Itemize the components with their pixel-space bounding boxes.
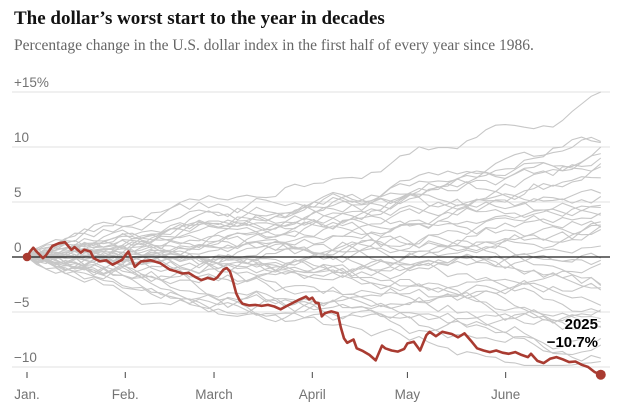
- history-line-2007: [26, 234, 602, 285]
- x-axis-label: April: [299, 387, 326, 402]
- x-axis-label: May: [395, 387, 421, 402]
- series-end-dot: [595, 369, 606, 380]
- highlight-value-label: −10.7%: [546, 334, 598, 351]
- history-line-1995: [26, 256, 601, 366]
- history-line-2016: [26, 218, 602, 287]
- history-line-1987: [26, 253, 601, 335]
- y-axis-label: +15%: [14, 75, 49, 90]
- history-line-2019: [26, 252, 602, 285]
- x-axis-label: June: [491, 387, 520, 402]
- history-line-2015: [26, 189, 601, 258]
- history-line-2022: [26, 153, 601, 258]
- x-axis-label: Feb.: [112, 387, 139, 402]
- history-line-2005: [26, 146, 602, 258]
- y-axis-label: 10: [14, 130, 29, 145]
- y-axis-label: 0: [14, 240, 22, 255]
- x-axis-label: Jan.: [14, 387, 40, 402]
- history-line-1992: [26, 247, 602, 306]
- history-line-2023: [26, 256, 602, 315]
- y-axis-label: −5: [14, 295, 29, 310]
- highlight-line-2025: [25, 240, 603, 377]
- history-line-2002: [26, 254, 601, 362]
- y-axis-label: 5: [14, 185, 22, 200]
- history-line-2011: [26, 251, 601, 324]
- series-start-dot: [22, 252, 32, 262]
- history-line-2017: [26, 252, 602, 328]
- chart-title: The dollar’s worst start to the year in …: [14, 8, 385, 29]
- history-line-2024: [26, 194, 601, 258]
- history-line-1999: [26, 162, 602, 258]
- chart-subtitle: Percentage change in the U.S. dollar ind…: [14, 37, 534, 54]
- highlight-year-label: 2025: [564, 316, 598, 333]
- y-axis-label: −10: [14, 350, 37, 365]
- history-line-2013: [26, 202, 601, 258]
- x-axis-label: March: [195, 387, 233, 402]
- history-line-1998: [26, 221, 601, 280]
